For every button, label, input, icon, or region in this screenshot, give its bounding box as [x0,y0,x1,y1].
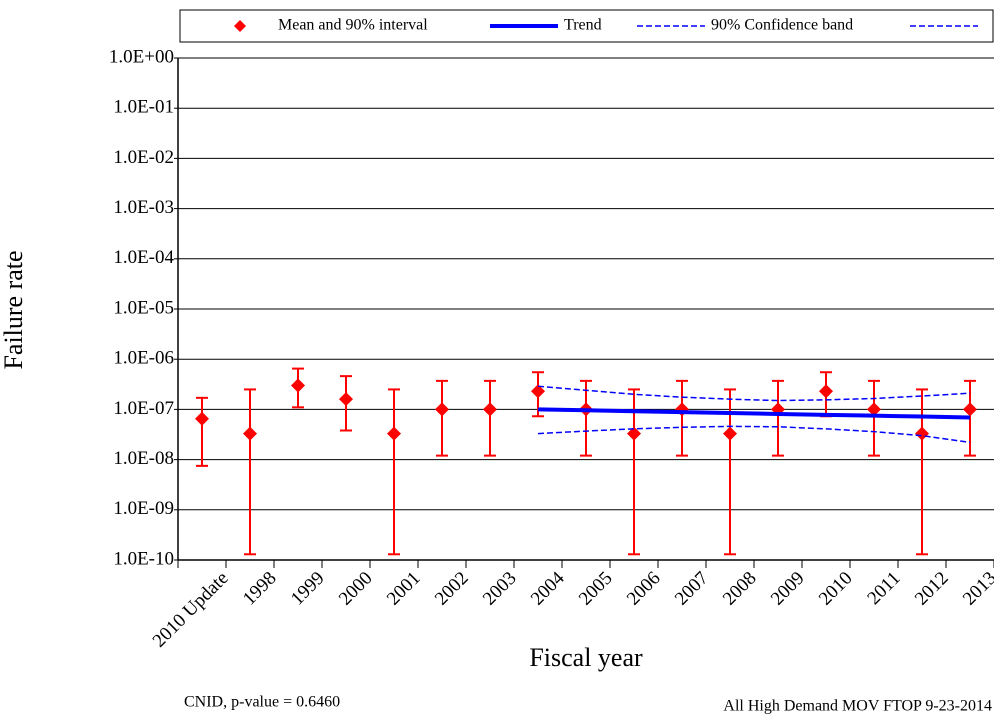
y-tick-label: 1.0E-05 [113,297,174,318]
y-tick-label: 1.0E-03 [113,197,174,218]
x-tick-label: 2003 [479,568,521,610]
y-tick-label: 1.0E-10 [113,548,174,569]
x-tick-label: 2012 [911,568,953,610]
mean-marker [291,378,305,393]
mean-marker [867,402,881,417]
x-tick-label: 2002 [431,568,473,610]
mean-marker [339,392,353,407]
mean-marker [963,402,977,417]
mean-marker [675,402,689,417]
y-tick-label: 1.0E-02 [113,147,174,168]
x-tick-label: 2010 [815,568,857,610]
x-tick-label: 2001 [383,568,425,610]
confidence-band [537,385,971,402]
mean-marker [627,426,641,441]
x-tick-label: 2008 [719,568,761,610]
x-tick-label: 2013 [959,568,994,610]
trend-line [537,407,971,420]
x-tick-label: 1999 [287,568,329,610]
x-tick-label: 2000 [335,568,377,610]
mean-marker [243,426,257,441]
mean-marker [435,402,449,417]
x-tick-label: 2007 [671,568,713,610]
y-axis-label: Failure rate [0,250,28,369]
mean-marker [819,384,833,399]
x-tick-label: 2011 [863,568,904,609]
y-tick-label: 1.0E-01 [113,97,174,118]
y-tick-label: 1.0E-06 [113,348,174,369]
confidence-band [537,425,971,444]
x-tick-label: 2010 Update [149,568,233,652]
x-tick-label: 2006 [623,568,665,610]
mean-marker [531,384,545,399]
y-tick-label: 1.0E-08 [113,448,174,469]
annotation: CNID, p-value = 0.6460 [184,694,340,711]
y-tick-label: 1.0E-07 [113,398,174,419]
y-tick-label: 1.0E-09 [113,498,174,519]
y-tick-label: 1.0E-04 [113,247,174,268]
legend-label: 90% Confidence band [711,17,853,34]
mean-marker [723,426,737,441]
y-tick-label: 1.0E+00 [109,46,174,67]
mean-marker [387,426,401,441]
legend-label: Trend [564,17,602,34]
legend-marker [234,20,246,32]
x-axis-label: Fiscal year [529,643,643,672]
legend-label: Mean and 90% interval [278,17,428,34]
legend-box [179,9,994,43]
x-tick-label: 2005 [575,568,617,610]
mean-marker [483,402,497,417]
mean-marker [915,426,929,441]
x-tick-label: 1998 [239,568,281,610]
x-tick-label: 2004 [527,567,569,609]
annotation: All High Demand MOV FTOP 9-23-2014 [723,698,992,715]
x-tick-label: 2009 [767,568,809,610]
mean-marker [195,411,209,426]
